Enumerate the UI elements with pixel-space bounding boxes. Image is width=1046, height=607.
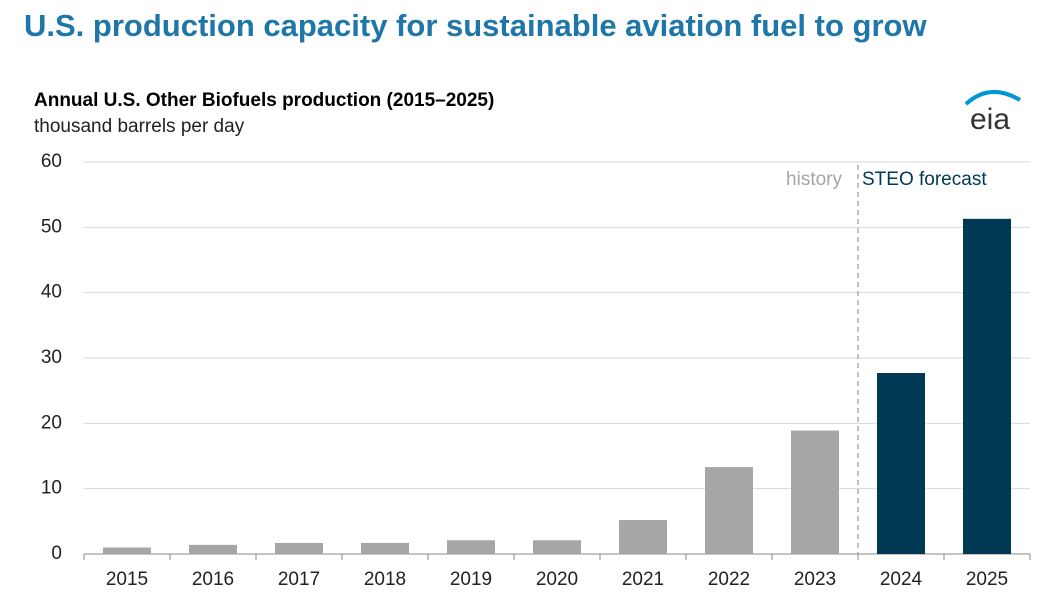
y-tick-label: 60 bbox=[41, 151, 62, 172]
y-tick-label: 20 bbox=[41, 412, 62, 433]
x-tick-label: 2015 bbox=[106, 569, 148, 590]
logo: eia bbox=[970, 103, 1010, 136]
y-tick-label: 50 bbox=[41, 216, 62, 237]
annotation-history: history bbox=[786, 169, 842, 190]
bar bbox=[103, 547, 151, 554]
bar bbox=[275, 542, 323, 554]
x-tick-label: 2017 bbox=[278, 569, 320, 590]
y-tick-label: 0 bbox=[51, 543, 62, 564]
x-tick-label: 2016 bbox=[192, 569, 234, 590]
annotation-forecast: STEO forecast bbox=[862, 169, 987, 190]
chart-subtitle: Annual U.S. Other Biofuels production (2… bbox=[34, 90, 494, 111]
chart-title: U.S. production capacity for sustainable… bbox=[24, 8, 927, 43]
y-tick-label: 30 bbox=[41, 347, 62, 368]
x-tick-label: 2018 bbox=[364, 569, 406, 590]
x-tick-label: 2025 bbox=[966, 569, 1008, 590]
x-tick-label: 2021 bbox=[622, 569, 664, 590]
bar bbox=[705, 467, 753, 554]
x-tick-label: 2024 bbox=[880, 569, 923, 590]
bar bbox=[361, 542, 409, 554]
x-tick-label: 2020 bbox=[536, 569, 578, 590]
y-axis-label: thousand barrels per day bbox=[34, 116, 245, 137]
bar bbox=[963, 218, 1011, 554]
bar bbox=[447, 540, 495, 554]
bar bbox=[877, 373, 925, 554]
y-tick-label: 40 bbox=[41, 282, 62, 303]
logo-swoosh bbox=[964, 90, 1022, 106]
y-tick-label: 10 bbox=[41, 478, 62, 499]
x-tick-label: 2023 bbox=[794, 569, 836, 590]
bar bbox=[189, 544, 237, 554]
bar bbox=[533, 540, 581, 554]
bar bbox=[791, 430, 839, 554]
x-tick-label: 2019 bbox=[450, 569, 492, 590]
x-tick-label: 2022 bbox=[708, 569, 750, 590]
bar bbox=[619, 520, 667, 554]
